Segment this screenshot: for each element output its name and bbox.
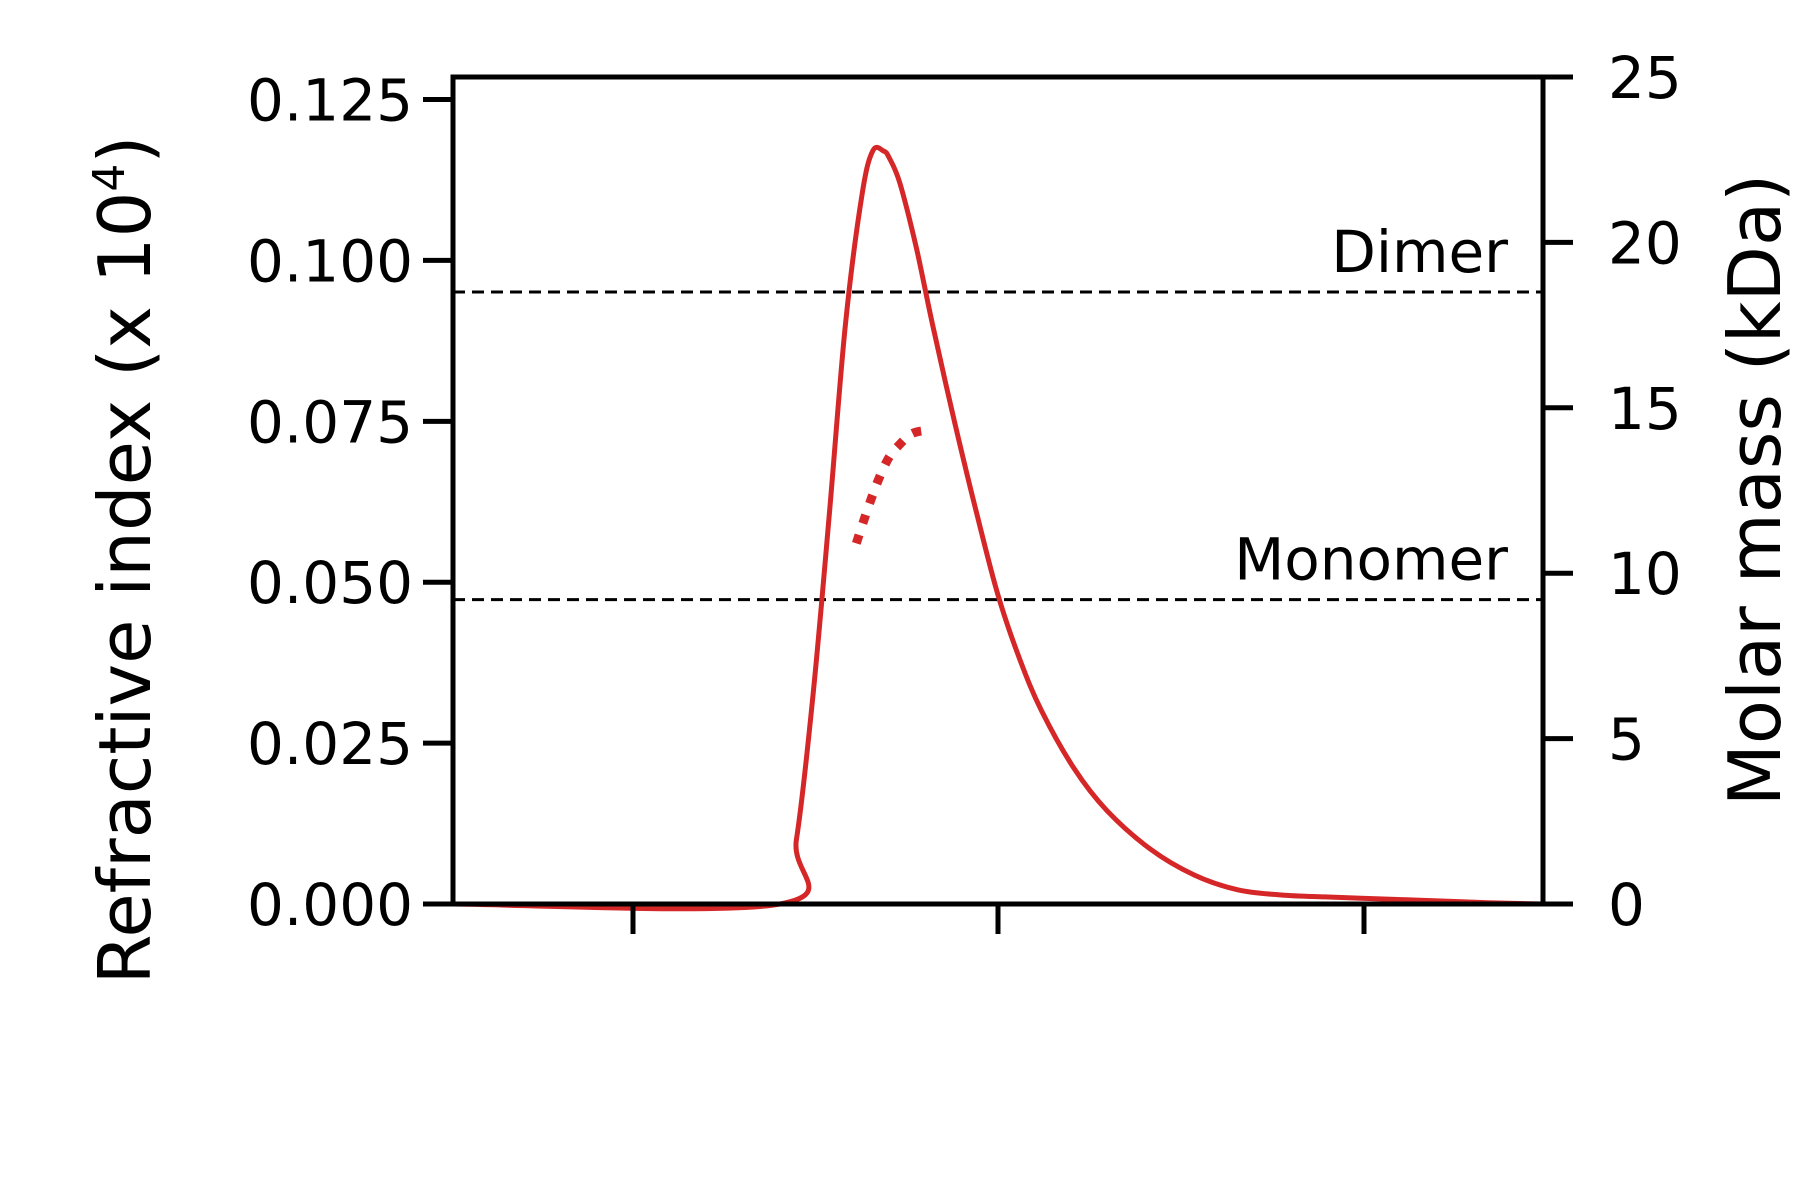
right-tick-label: 15 (1608, 375, 1682, 443)
right-tick-label: 5 (1608, 706, 1645, 774)
left-axis-ticks: 0.000 0.025 0.050 0.075 0.100 0.125 (247, 67, 453, 939)
left-tick-label: 0.000 (247, 871, 413, 939)
left-tick-label: 0.100 (247, 227, 413, 295)
plot-frame (450, 74, 1546, 907)
dimer-reference-label: Dimer (1331, 218, 1508, 286)
left-tick-label: 0.050 (247, 549, 413, 617)
reference-lines: Dimer Monomer (453, 218, 1543, 602)
axes (450, 74, 1546, 907)
right-axis-ticks: 0 5 10 15 20 25 (1543, 44, 1682, 939)
x-axis-ticks (630, 904, 1367, 934)
right-axis-title: Molar mass (kDa) (1713, 174, 1797, 806)
left-tick-label: 0.075 (247, 388, 413, 456)
monomer-reference-label: Monomer (1234, 526, 1508, 594)
right-tick-label: 10 (1608, 540, 1682, 608)
molar-mass-series-line (852, 426, 933, 545)
left-axis-title-superscript: 4 (84, 164, 135, 192)
right-tick-label: 20 (1608, 209, 1682, 277)
left-axis-title: Refractive index (x 104) (83, 136, 167, 985)
right-tick-label: 0 (1608, 871, 1645, 939)
left-tick-label: 0.025 (247, 710, 413, 778)
left-axis-title-text: Refractive index (x 10 (83, 192, 167, 985)
left-axis-title-suffix: ) (83, 136, 167, 164)
right-tick-label: 25 (1608, 44, 1682, 112)
left-tick-label: 0.125 (247, 67, 413, 135)
refractive-index-series-line (452, 144, 1544, 912)
series-group (452, 144, 1544, 912)
